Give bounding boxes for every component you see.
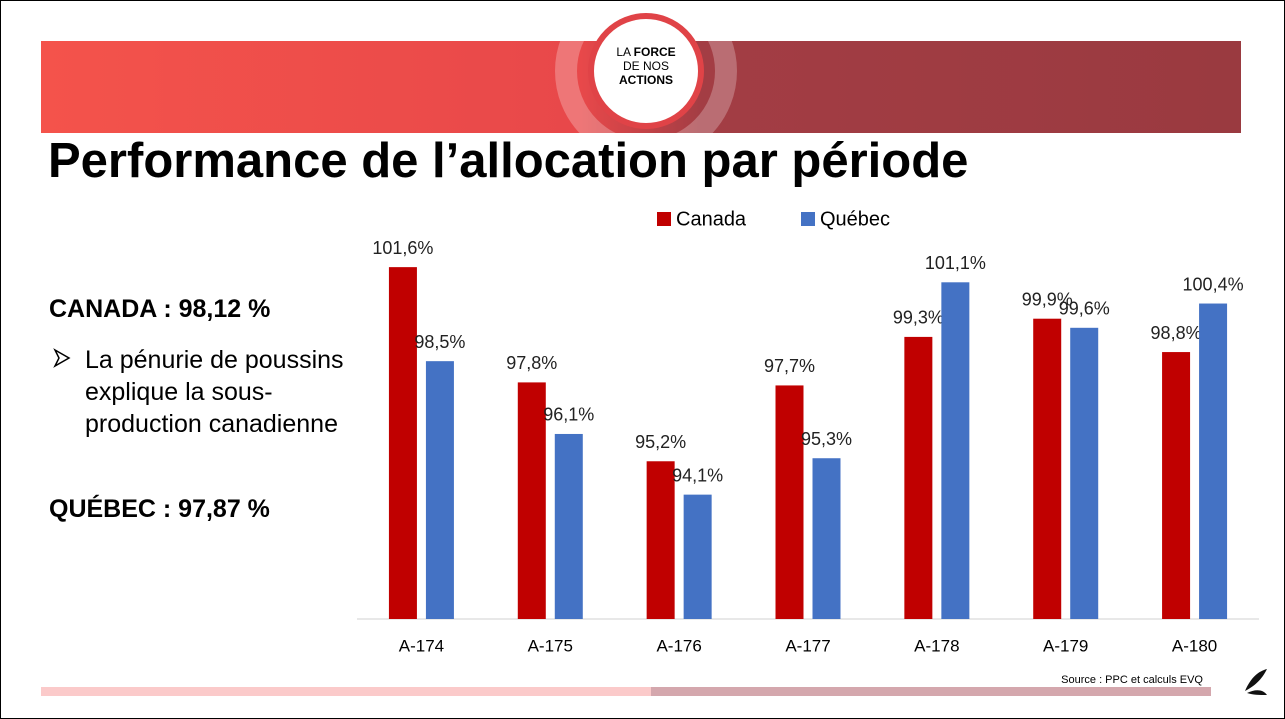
legend-swatch bbox=[657, 212, 671, 226]
logo-text: LA FORCE bbox=[616, 45, 675, 59]
data-label: 94,1% bbox=[672, 465, 723, 485]
bar bbox=[941, 282, 970, 619]
data-label: 95,2% bbox=[635, 432, 686, 452]
data-label: 101,1% bbox=[925, 253, 986, 273]
data-label: 97,8% bbox=[506, 353, 557, 373]
data-label: 97,7% bbox=[764, 356, 815, 376]
logo-text: DE NOS bbox=[623, 59, 669, 73]
bar bbox=[425, 361, 454, 619]
bar bbox=[554, 433, 583, 619]
bar bbox=[1162, 352, 1191, 619]
bar bbox=[1033, 318, 1062, 619]
x-tick-label: A-174 bbox=[399, 636, 444, 655]
legend-label: Québec bbox=[820, 208, 890, 230]
data-label: 95,3% bbox=[801, 429, 852, 449]
data-label: 100,4% bbox=[1183, 274, 1244, 294]
footer-band bbox=[41, 687, 651, 696]
x-tick-label: A-176 bbox=[656, 636, 701, 655]
legend-label: Canada bbox=[676, 208, 747, 230]
x-tick-label: A-179 bbox=[1043, 636, 1088, 655]
bar bbox=[646, 461, 675, 619]
bar bbox=[388, 267, 417, 619]
logo-leaf bbox=[1245, 669, 1267, 695]
x-tick-label: A-177 bbox=[785, 636, 830, 655]
bar bbox=[812, 458, 841, 619]
footer-band bbox=[651, 687, 1211, 696]
bullet-arrow bbox=[53, 348, 71, 368]
data-label: 98,8% bbox=[1151, 323, 1202, 343]
bar bbox=[517, 382, 546, 619]
legend-swatch bbox=[801, 212, 815, 226]
title: Performance de l’allocation par période bbox=[48, 134, 969, 188]
bar bbox=[775, 385, 804, 619]
data-label: 96,1% bbox=[543, 405, 594, 425]
bullet-text: La pénurie de poussins explique la sous-… bbox=[85, 346, 344, 438]
x-tick-label: A-180 bbox=[1172, 636, 1217, 655]
logo-ring bbox=[555, 1, 737, 162]
canada-summary: CANADA : 98,12 % bbox=[49, 295, 271, 323]
x-tick-label: A-178 bbox=[914, 636, 959, 655]
data-label: 98,5% bbox=[414, 332, 465, 352]
logo-text: ACTIONS bbox=[619, 73, 673, 87]
bar bbox=[683, 494, 712, 619]
data-label: 101,6% bbox=[372, 238, 433, 258]
data-label: 99,6% bbox=[1059, 299, 1110, 319]
source: Source : PPC et calculs EVQ bbox=[1061, 674, 1203, 686]
quebec-summary: QUÉBEC : 97,87 % bbox=[49, 495, 270, 523]
bar bbox=[904, 336, 933, 619]
data-label: 99,3% bbox=[893, 308, 944, 328]
x-tick-label: A-175 bbox=[528, 636, 573, 655]
logo bbox=[588, 13, 704, 129]
bar bbox=[1070, 327, 1099, 619]
bar bbox=[1199, 303, 1228, 619]
data-label: 99,9% bbox=[1022, 289, 1073, 309]
